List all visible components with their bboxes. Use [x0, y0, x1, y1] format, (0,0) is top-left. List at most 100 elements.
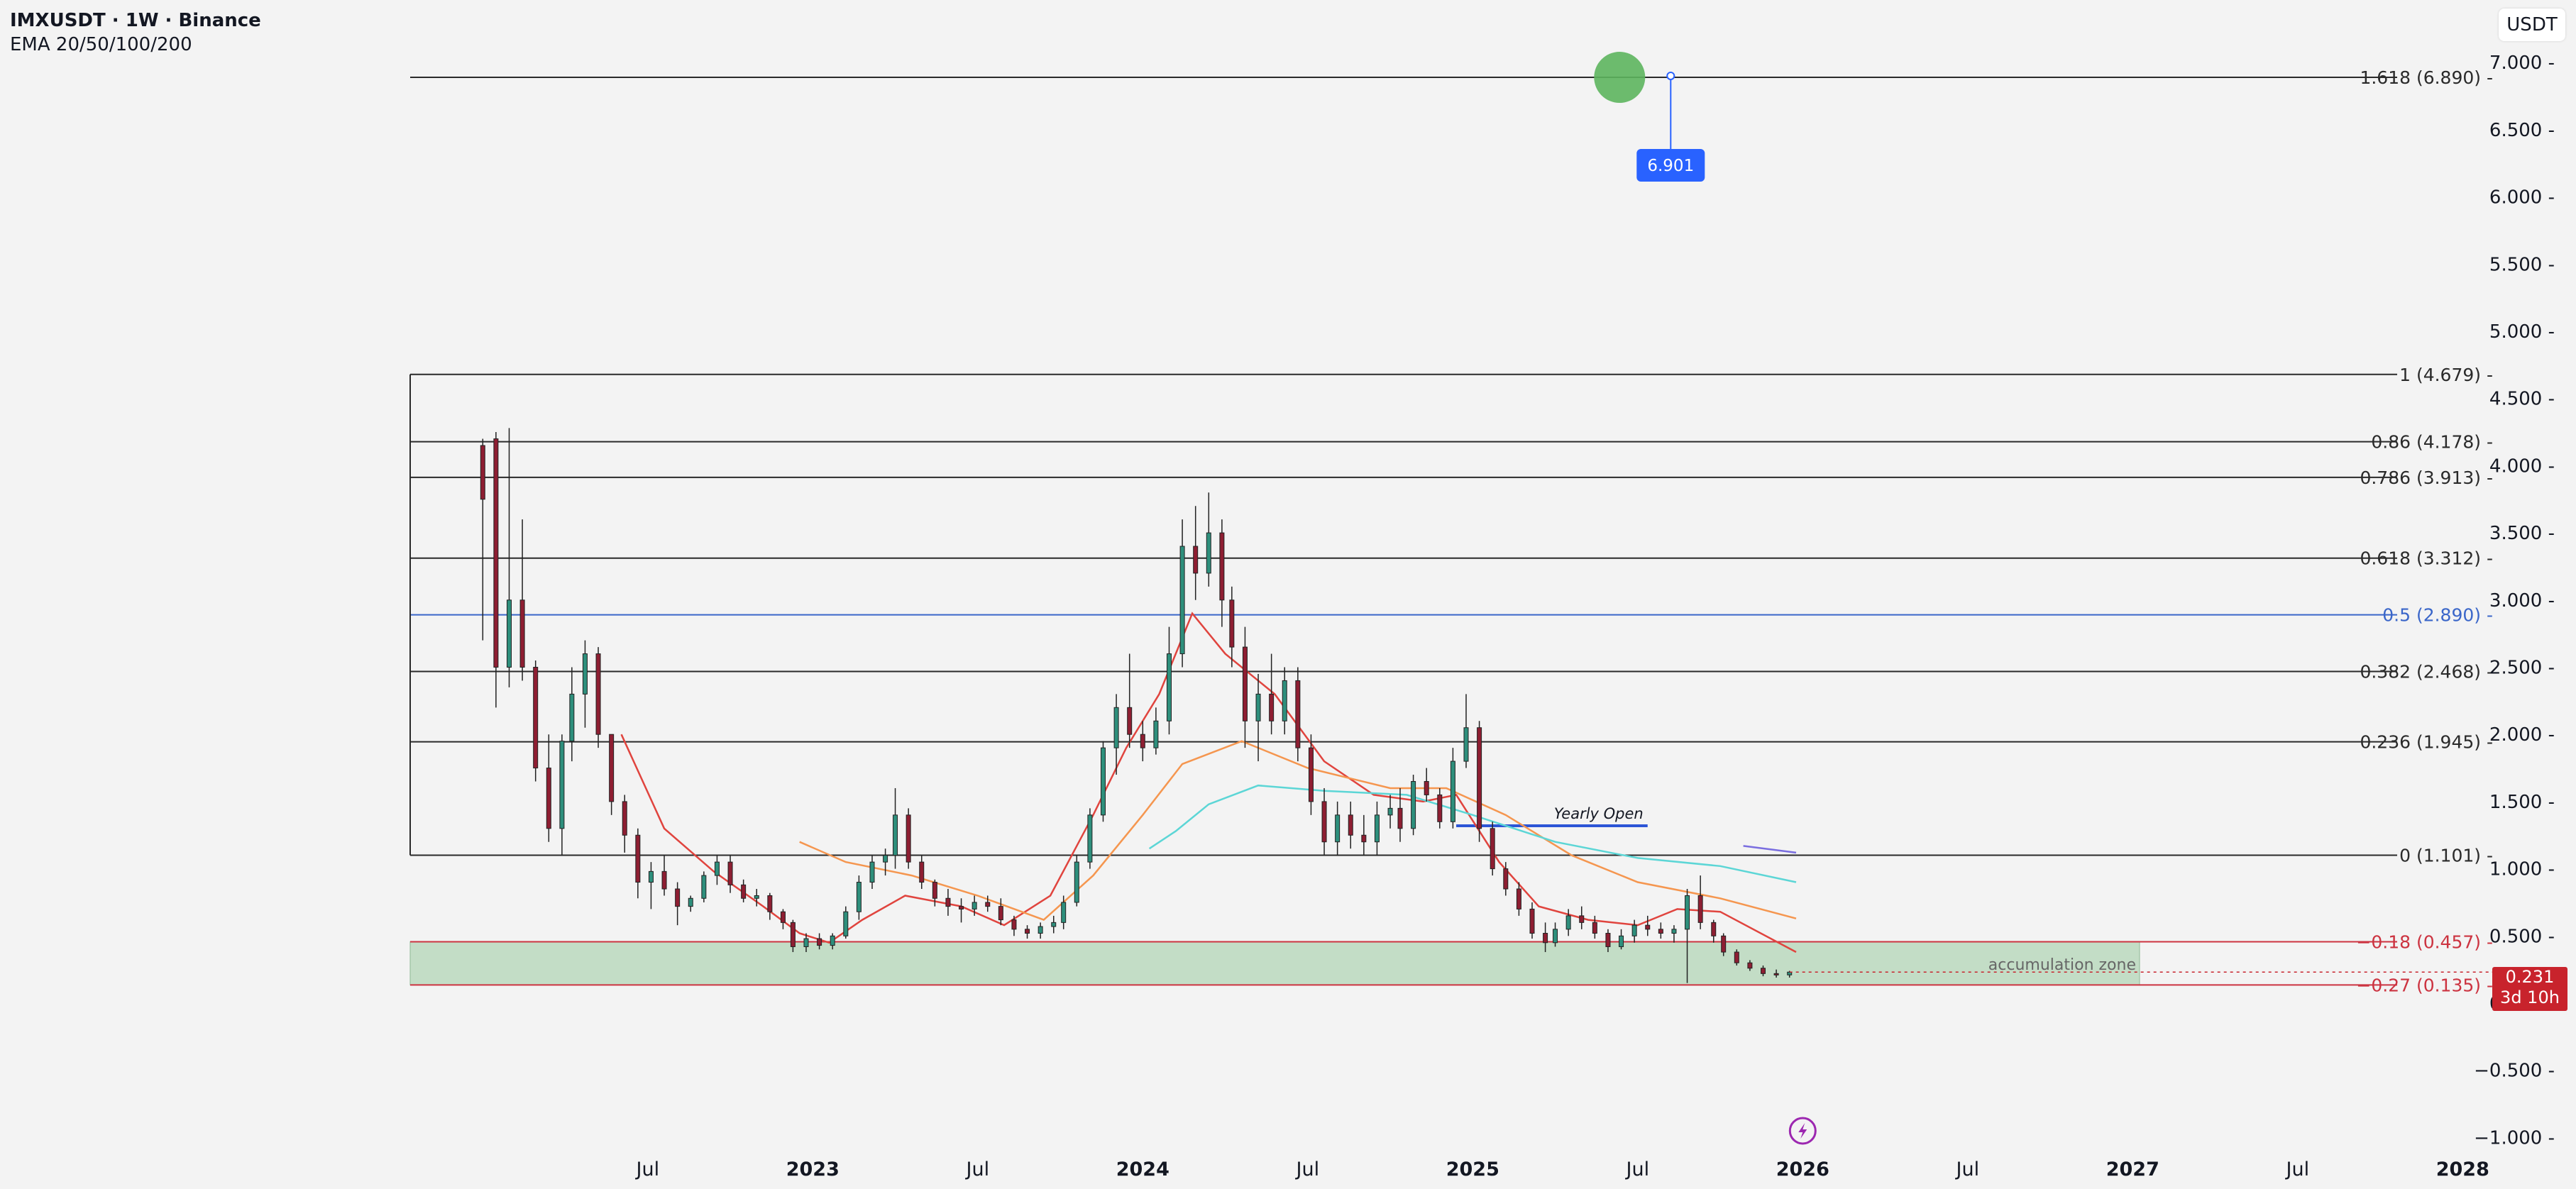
- ema-line: [1743, 845, 1797, 854]
- bar-countdown: 3d 10h: [2500, 988, 2560, 1007]
- candle: [1553, 922, 1558, 947]
- candle-body: [1127, 707, 1133, 735]
- candle-body: [803, 938, 809, 947]
- candle-body: [1167, 653, 1172, 721]
- candle: [985, 895, 991, 912]
- candle: [1374, 801, 1380, 856]
- candle-body: [1631, 924, 1637, 936]
- candle-body: [971, 902, 977, 909]
- candle: [1387, 795, 1393, 829]
- y-tick-label: 5.500 -: [2489, 254, 2555, 275]
- candle-body: [635, 834, 641, 883]
- candle: [1011, 915, 1017, 936]
- candle-body: [1242, 646, 1248, 721]
- candle: [1490, 822, 1495, 876]
- candle: [533, 660, 539, 782]
- x-tick-label: 2024: [1116, 1158, 1169, 1180]
- candle-body: [1424, 780, 1429, 795]
- candle: [1229, 586, 1235, 668]
- candle-body: [1619, 935, 1624, 947]
- candle: [998, 898, 1003, 926]
- target-circle: [1594, 52, 1646, 104]
- symbol-title[interactable]: IMXUSDT · 1W · Binance: [10, 10, 261, 31]
- candle-body: [1101, 747, 1106, 816]
- candle-body: [1516, 888, 1521, 909]
- last-price-badge: 0.231 3d 10h: [2492, 967, 2567, 1011]
- y-tick-label: 2.500 -: [2489, 658, 2555, 679]
- fib-label: −0.18 (0.457) -: [2356, 931, 2493, 952]
- candle: [932, 879, 937, 907]
- indicator-legend[interactable]: EMA 20/50/100/200: [10, 34, 192, 55]
- candle: [945, 889, 951, 916]
- candle-body: [1397, 807, 1403, 829]
- x-tick-label: Jul: [965, 1158, 990, 1180]
- candle-body: [1761, 968, 1766, 974]
- candle-body: [1269, 693, 1275, 721]
- candle: [741, 879, 747, 902]
- candle: [1658, 922, 1663, 939]
- x-tick-label: Jul: [1955, 1158, 1980, 1180]
- candle-body: [1348, 814, 1353, 836]
- candle-body: [1140, 734, 1145, 748]
- candle-body: [661, 870, 667, 890]
- candle-body: [1747, 962, 1753, 969]
- candle-body: [790, 922, 796, 947]
- candle: [1087, 808, 1093, 869]
- candle: [1721, 933, 1727, 956]
- candle: [906, 808, 911, 869]
- candle-body: [1193, 546, 1199, 574]
- candle: [480, 438, 485, 641]
- candle-body: [1711, 922, 1717, 936]
- candle: [843, 906, 849, 939]
- candle: [1477, 721, 1482, 842]
- candle: [1295, 667, 1301, 762]
- accumulation-zone: [409, 941, 2140, 985]
- candle: [1619, 929, 1624, 950]
- candle-body: [1411, 780, 1416, 829]
- candle: [959, 898, 964, 923]
- candle: [1579, 906, 1585, 929]
- candle-body: [1734, 951, 1739, 963]
- candle: [661, 855, 667, 896]
- y-tick-label: 3.000 -: [2489, 590, 2555, 612]
- candle-body: [1308, 747, 1314, 802]
- candle: [1565, 909, 1571, 936]
- candle-body: [546, 768, 551, 829]
- candle: [790, 919, 796, 953]
- candle: [1697, 875, 1703, 929]
- candle-body: [1361, 834, 1367, 843]
- candle-body: [869, 861, 875, 883]
- candle-body: [1153, 720, 1159, 748]
- candle-body: [1229, 599, 1235, 648]
- y-tick-label: 6.500 -: [2489, 120, 2555, 141]
- candle-body: [817, 938, 822, 946]
- candle-body: [714, 861, 720, 876]
- candle: [1051, 915, 1057, 934]
- currency-button[interactable]: USDT: [2499, 9, 2565, 41]
- candle: [883, 848, 888, 876]
- candle: [1543, 922, 1548, 953]
- x-tick-label: 2025: [1446, 1158, 1499, 1180]
- candle: [1179, 519, 1185, 668]
- candle: [1605, 929, 1611, 953]
- candle-body: [701, 875, 707, 899]
- candle-body: [1565, 915, 1571, 930]
- candle-body: [856, 882, 862, 912]
- candle: [675, 882, 681, 926]
- y-tick-label: 4.000 -: [2489, 455, 2555, 477]
- candle-body: [1685, 895, 1690, 930]
- candle-body: [595, 653, 601, 735]
- candle-body: [1074, 861, 1079, 903]
- candle-body: [1374, 814, 1380, 843]
- candle: [1140, 721, 1145, 762]
- fib-label: −0.27 (0.135) -: [2356, 975, 2493, 995]
- candle-body: [1658, 929, 1663, 934]
- fib-label: 0.86 (4.178) -: [2371, 432, 2493, 453]
- candle: [1074, 855, 1079, 907]
- candle-body: [959, 906, 964, 909]
- candle-body: [1206, 532, 1211, 574]
- ema-line: [1148, 784, 1797, 883]
- candle-body: [727, 861, 733, 885]
- candle-body: [780, 911, 786, 923]
